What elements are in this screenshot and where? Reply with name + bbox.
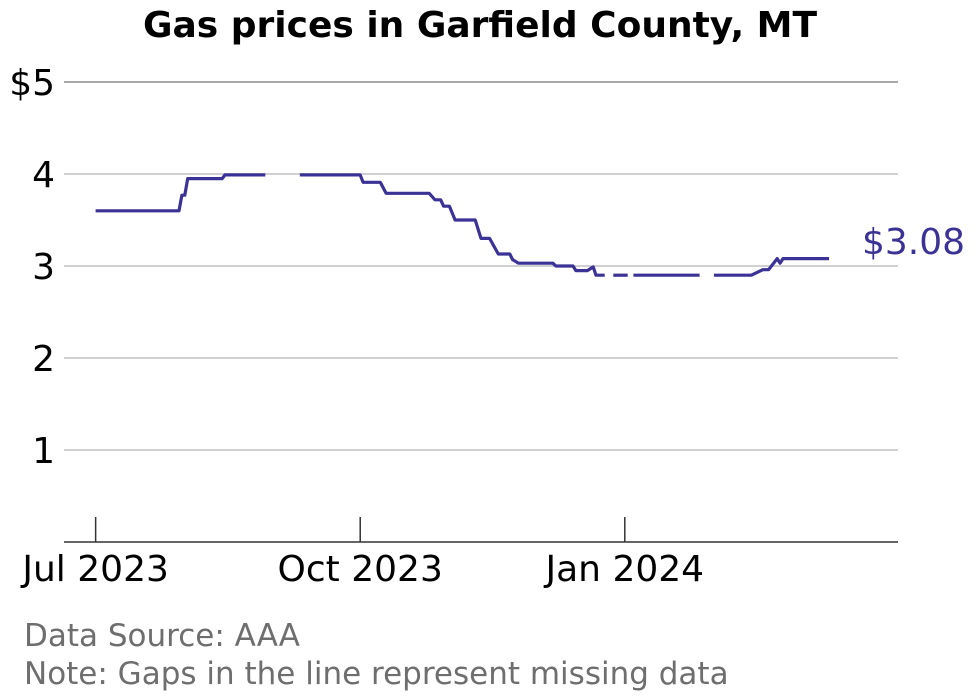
y-tick-label-2: 2 (32, 339, 55, 380)
price-line (95, 173, 829, 277)
y-tick-labels: 1 2 3 4 $5 (9, 63, 55, 472)
data-source-note: Data Source: AAA (24, 618, 300, 654)
price-line-segment-4 (713, 257, 829, 277)
x-tick-label-2: Jan 2024 (544, 549, 705, 590)
gridlines (64, 81, 898, 451)
price-line-segment-1 (299, 173, 605, 277)
y-tick-label-5: $5 (9, 63, 55, 104)
x-tick-label-0: Jul 2023 (20, 549, 169, 590)
x-ticks: Jul 2023 Oct 2023 Jan 2024 (20, 517, 704, 590)
missing-data-note: Note: Gaps in the line represent missing… (24, 656, 729, 692)
y-tick-label-4: 4 (32, 155, 55, 196)
x-tick-label-1: Oct 2023 (278, 549, 443, 590)
end-value-label: $3.08 (862, 222, 965, 263)
y-tick-label-1: 1 (32, 431, 55, 472)
price-line-segment-0 (95, 173, 266, 213)
chart-title: Gas prices in Garfield County, MT (143, 5, 818, 46)
y-tick-label-3: 3 (32, 247, 55, 288)
